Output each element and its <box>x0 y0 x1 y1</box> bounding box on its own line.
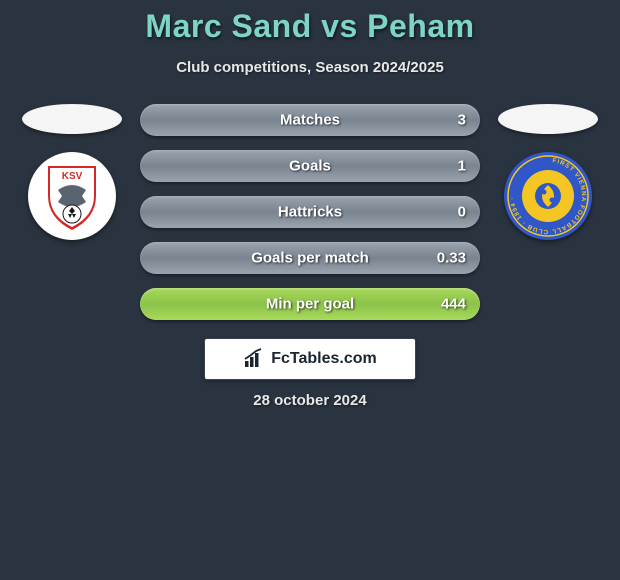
page-title: Marc Sand vs Peham <box>0 8 620 45</box>
stat-value: 3 <box>458 112 466 129</box>
stats-column: Matches 3 Goals 1 Hattricks 0 Goals per match 0… <box>140 104 480 320</box>
brand-text: FcTables.com <box>271 350 377 368</box>
left-player-placeholder <box>22 104 122 134</box>
stat-bar: Matches 3 <box>140 104 480 136</box>
right-team-badge: FIRST VIENNA FOOTBALL CLUB · 1894 · <box>504 152 592 240</box>
content-row: KSV Matches 3 Goals 1 Hattricks 0 Goals per ma… <box>0 104 620 320</box>
stat-bar: Hattricks 0 <box>140 196 480 228</box>
right-column: FIRST VIENNA FOOTBALL CLUB · 1894 · <box>498 104 598 240</box>
stat-label: Matches <box>280 112 340 129</box>
ksv-crest-icon: KSV <box>28 152 116 240</box>
stat-value: 444 <box>441 296 466 313</box>
stat-label: Hattricks <box>278 204 342 221</box>
stat-label: Min per goal <box>266 296 354 313</box>
subtitle: Club competitions, Season 2024/2025 <box>0 59 620 76</box>
stat-bar: Min per goal 444 <box>140 288 480 320</box>
right-player-placeholder <box>498 104 598 134</box>
brand-badge[interactable]: FcTables.com <box>204 338 416 380</box>
stat-label: Goals <box>289 158 331 175</box>
bar-chart-icon <box>243 348 265 370</box>
left-column: KSV <box>22 104 122 240</box>
left-team-badge: KSV <box>28 152 116 240</box>
vienna-crest-icon: FIRST VIENNA FOOTBALL CLUB · 1894 · <box>504 152 592 240</box>
stat-value: 0 <box>458 204 466 221</box>
stat-value: 0.33 <box>437 250 466 267</box>
stat-bar: Goals 1 <box>140 150 480 182</box>
svg-text:KSV: KSV <box>62 171 83 182</box>
stat-label: Goals per match <box>251 250 369 267</box>
comparison-card: Marc Sand vs Peham Club competitions, Se… <box>0 0 620 409</box>
stat-bar: Goals per match 0.33 <box>140 242 480 274</box>
stat-value: 1 <box>458 158 466 175</box>
date-text: 28 october 2024 <box>0 392 620 409</box>
